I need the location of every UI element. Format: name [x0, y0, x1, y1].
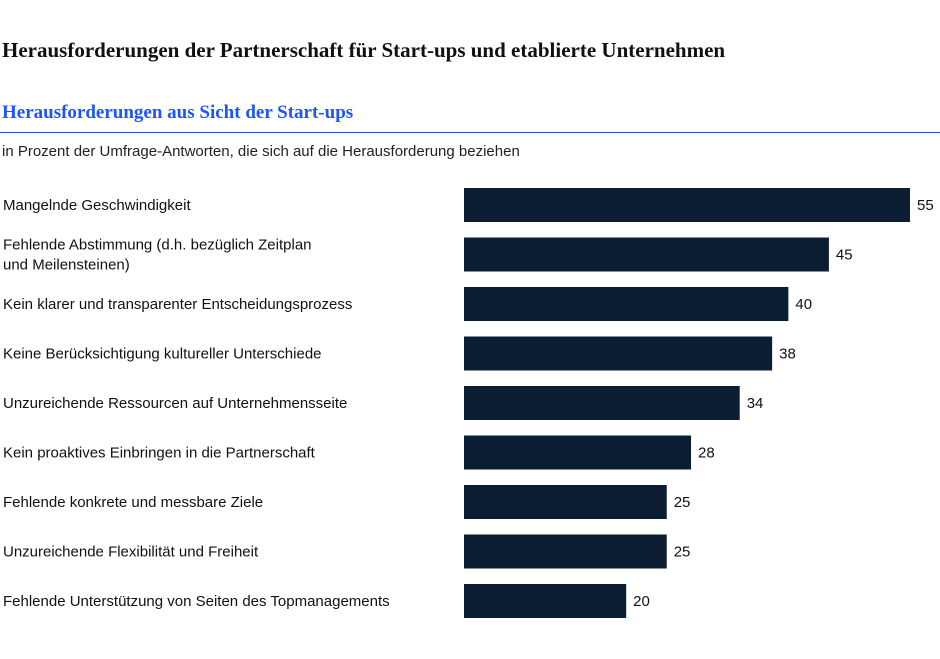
- chart-title: Herausforderungen der Partnerschaft für …: [2, 38, 726, 62]
- category-label: Keine Berücksichtigung kultureller Unter…: [3, 346, 322, 363]
- bar: [464, 188, 910, 222]
- subtitle-divider: [0, 132, 940, 133]
- category-label: Unzureichende Ressourcen auf Unternehmen…: [3, 395, 347, 412]
- bar-value-label: 38: [779, 346, 796, 363]
- category-label: Kein proaktives Einbringen in die Partne…: [3, 445, 316, 462]
- bar-value-label: 25: [674, 544, 691, 561]
- unit-note: in Prozent der Umfrage-Antworten, die si…: [2, 143, 520, 160]
- bar: [464, 386, 740, 420]
- bar: [464, 485, 667, 519]
- bar-value-label: 28: [698, 445, 715, 462]
- bar-value-label: 55: [917, 197, 934, 214]
- category-label: und Meilensteinen): [3, 257, 130, 274]
- category-label: Mangelnde Geschwindigkeit: [3, 197, 191, 214]
- category-label: Fehlende konkrete und messbare Ziele: [3, 494, 263, 511]
- bar: [464, 237, 829, 272]
- bar: [464, 435, 692, 470]
- category-label: Unzureichende Flexibilität und Freiheit: [3, 544, 259, 561]
- bar-value-label: 40: [795, 296, 812, 313]
- bar: [464, 336, 773, 371]
- bar-value-label: 20: [633, 593, 650, 610]
- bar: [464, 287, 789, 321]
- bar-value-label: 45: [836, 247, 853, 264]
- bar-value-label: 34: [747, 395, 764, 412]
- category-label: Fehlende Unterstützung von Seiten des To…: [3, 593, 390, 610]
- category-label: Fehlende Abstimmung (d.h. bezüglich Zeit…: [3, 237, 312, 254]
- bar: [464, 534, 667, 569]
- category-label: Kein klarer und transparenter Entscheidu…: [3, 296, 352, 313]
- bar-value-label: 25: [674, 494, 691, 511]
- chart-subtitle: Herausforderungen aus Sicht der Start-up…: [2, 102, 354, 123]
- bar: [464, 584, 627, 618]
